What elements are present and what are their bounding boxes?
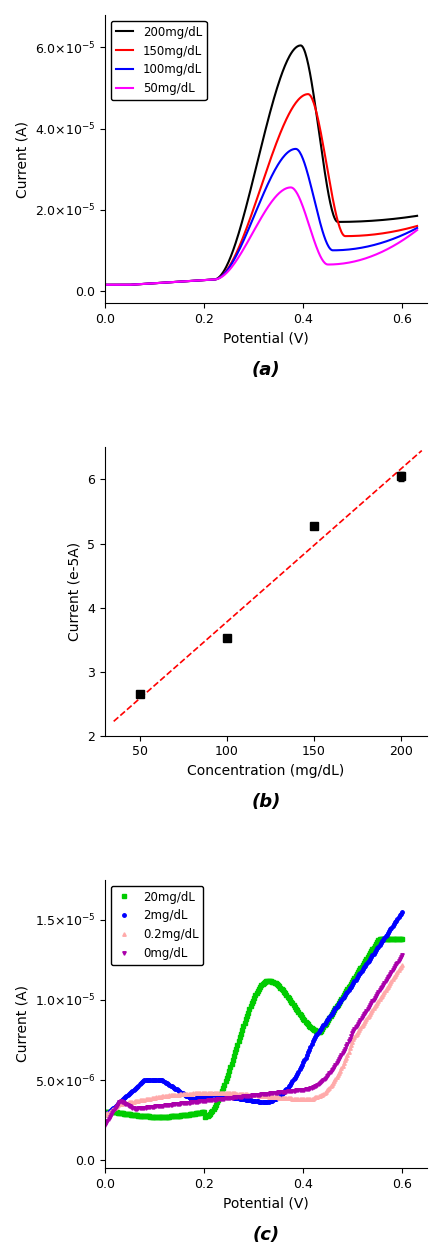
Text: (b): (b): [251, 793, 281, 811]
2mg/dL: [103, 1107, 108, 1122]
20mg/dL: [377, 932, 382, 947]
150mg/dL: [299, 89, 304, 104]
Y-axis label: Current (A): Current (A): [15, 985, 29, 1063]
0mg/dL: [222, 1091, 227, 1106]
150mg/dL: [415, 219, 420, 234]
200mg/dL: [204, 273, 210, 288]
2mg/dL: [151, 1073, 156, 1088]
200mg/dL: [226, 254, 231, 269]
0.2mg/dL: [151, 1091, 156, 1106]
100mg/dL: [415, 220, 420, 235]
200mg/dL: [330, 205, 335, 220]
50mg/dL: [103, 277, 108, 292]
150mg/dL: [330, 190, 335, 205]
0.2mg/dL: [225, 1086, 231, 1101]
2mg/dL: [308, 1039, 313, 1054]
150mg/dL: [305, 87, 310, 102]
2mg/dL: [225, 1089, 231, 1105]
Line: 150mg/dL: 150mg/dL: [105, 94, 417, 284]
Y-axis label: Current (A): Current (A): [15, 121, 29, 198]
20mg/dL: [309, 1020, 314, 1035]
Line: 20mg/dL: 20mg/dL: [103, 937, 404, 1118]
100mg/dL: [103, 277, 108, 292]
0mg/dL: [225, 1091, 231, 1106]
200mg/dL: [103, 277, 108, 292]
20mg/dL: [151, 1110, 156, 1125]
0mg/dL: [388, 966, 393, 981]
0.2mg/dL: [274, 1089, 279, 1105]
20mg/dL: [390, 932, 395, 947]
200mg/dL: [300, 39, 305, 54]
20mg/dL: [157, 1110, 163, 1125]
0.2mg/dL: [222, 1086, 227, 1101]
50mg/dL: [300, 198, 305, 213]
Line: 200mg/dL: 200mg/dL: [105, 45, 417, 284]
100mg/dL: [226, 260, 231, 276]
200mg/dL: [415, 209, 420, 224]
50mg/dL: [415, 223, 420, 238]
X-axis label: Potential (V): Potential (V): [223, 331, 309, 346]
2mg/dL: [222, 1088, 227, 1103]
Y-axis label: Current (e-5A): Current (e-5A): [68, 542, 82, 642]
2mg/dL: [388, 922, 393, 937]
50mg/dL: [328, 257, 334, 272]
150mg/dL: [103, 277, 108, 292]
X-axis label: Potential (V): Potential (V): [223, 1196, 309, 1210]
Legend: 20mg/dL, 2mg/dL, 0.2mg/dL, 0mg/dL: 20mg/dL, 2mg/dL, 0.2mg/dL, 0mg/dL: [111, 886, 203, 965]
100mg/dL: [300, 150, 305, 165]
0mg/dL: [274, 1086, 279, 1101]
Line: 0mg/dL: 0mg/dL: [103, 954, 404, 1127]
20mg/dL: [275, 977, 281, 993]
100mg/dL: [140, 277, 145, 292]
0.2mg/dL: [400, 957, 405, 972]
100mg/dL: [330, 243, 335, 258]
50mg/dL: [226, 263, 231, 278]
0.2mg/dL: [308, 1092, 313, 1107]
150mg/dL: [140, 277, 145, 292]
0mg/dL: [400, 947, 405, 962]
50mg/dL: [204, 273, 210, 288]
2mg/dL: [274, 1091, 279, 1106]
0.2mg/dL: [103, 1107, 108, 1122]
100mg/dL: [328, 242, 334, 257]
Legend: 200mg/dL, 150mg/dL, 100mg/dL, 50mg/dL: 200mg/dL, 150mg/dL, 100mg/dL, 50mg/dL: [111, 21, 207, 101]
Line: 2mg/dL: 2mg/dL: [103, 911, 404, 1117]
20mg/dL: [103, 1105, 108, 1120]
50mg/dL: [140, 277, 145, 292]
20mg/dL: [400, 932, 405, 947]
50mg/dL: [288, 180, 293, 195]
0mg/dL: [103, 1117, 108, 1132]
20mg/dL: [226, 1063, 232, 1078]
20mg/dL: [223, 1074, 228, 1089]
100mg/dL: [204, 273, 210, 288]
200mg/dL: [298, 38, 303, 53]
Line: 0.2mg/dL: 0.2mg/dL: [103, 964, 404, 1117]
150mg/dL: [226, 260, 231, 276]
0mg/dL: [308, 1081, 313, 1096]
150mg/dL: [328, 182, 334, 198]
200mg/dL: [140, 277, 145, 292]
0mg/dL: [151, 1099, 156, 1115]
Text: (a): (a): [251, 361, 280, 379]
50mg/dL: [330, 257, 335, 272]
150mg/dL: [204, 273, 210, 288]
2mg/dL: [400, 905, 405, 920]
100mg/dL: [293, 141, 298, 156]
0.2mg/dL: [388, 975, 393, 990]
X-axis label: Concentration (mg/dL): Concentration (mg/dL): [187, 764, 345, 777]
Text: (c): (c): [252, 1225, 279, 1244]
200mg/dL: [328, 199, 334, 214]
Line: 100mg/dL: 100mg/dL: [105, 148, 417, 284]
Line: 50mg/dL: 50mg/dL: [105, 187, 417, 284]
